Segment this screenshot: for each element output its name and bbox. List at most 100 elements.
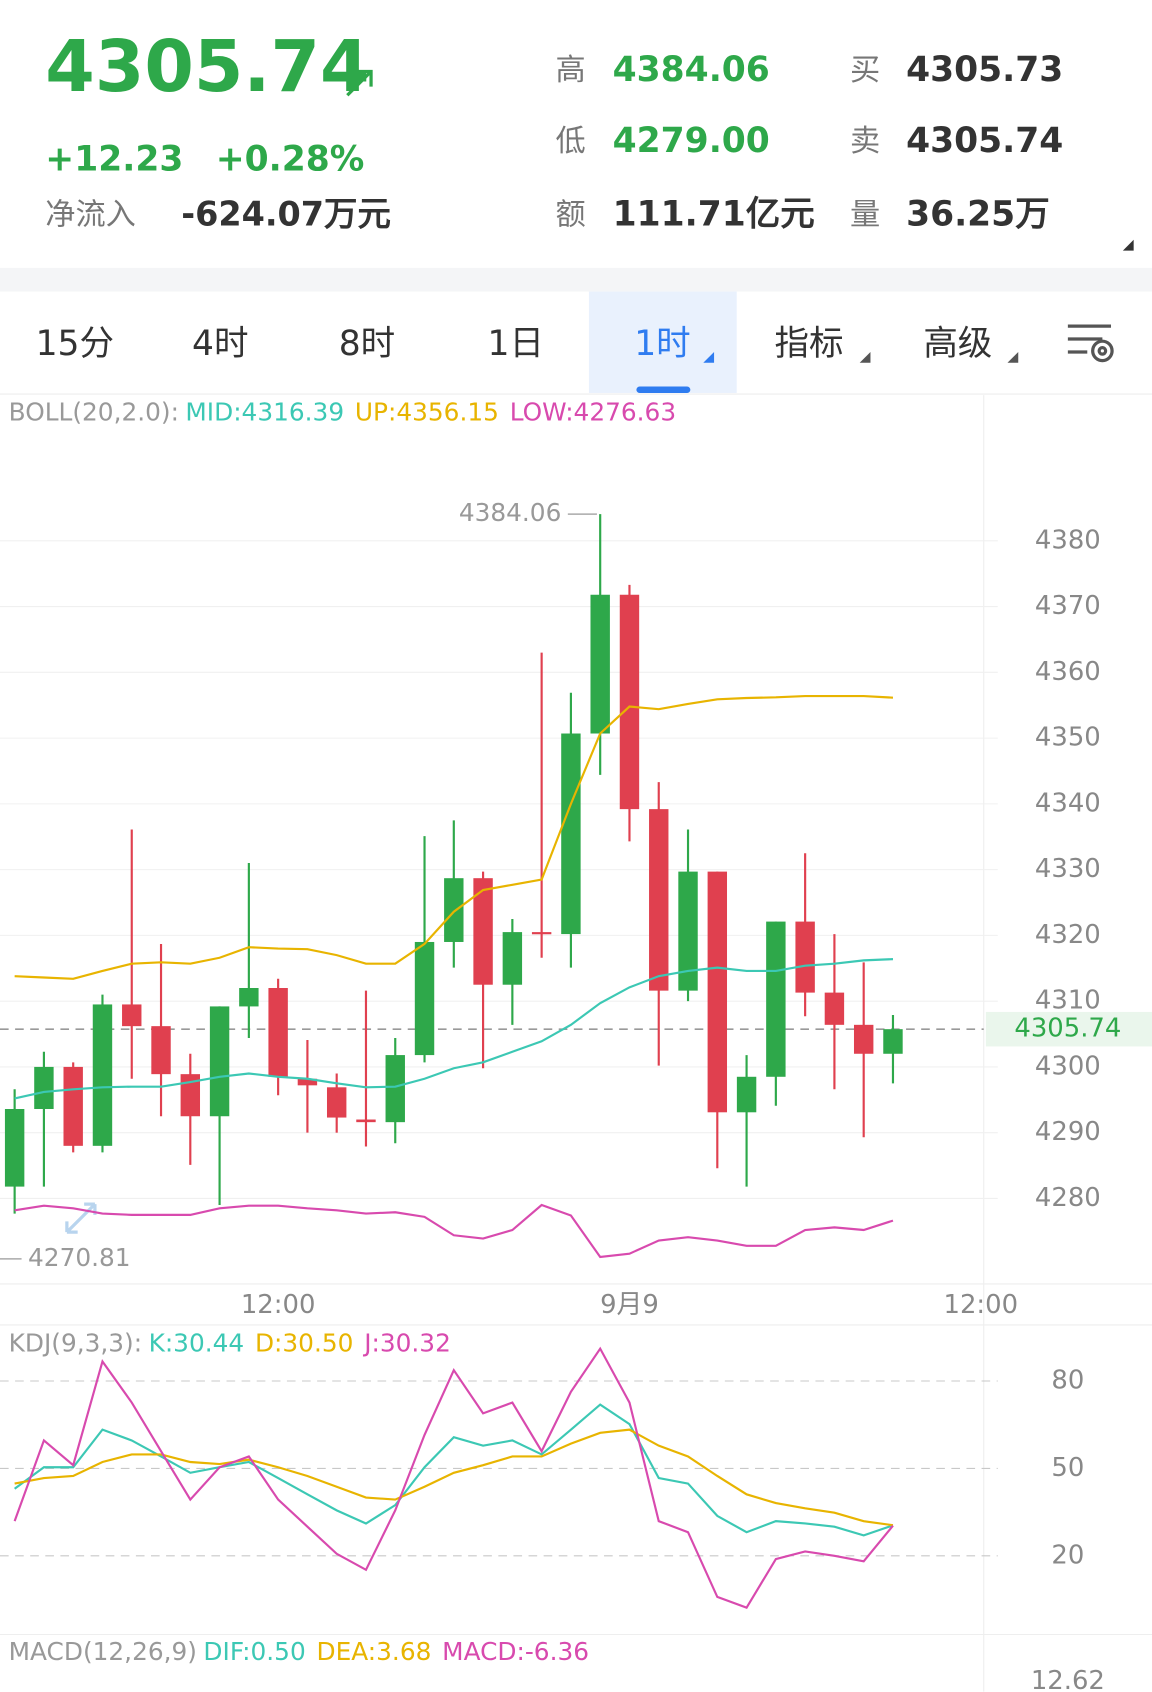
legend-entry: DIF:0.50 [203, 1637, 305, 1666]
indicator-line [14, 1428, 894, 1527]
legend-entry: MID:4316.39 [185, 397, 344, 426]
low-mark-label: 4270.81 [28, 1243, 131, 1272]
candle-body [444, 878, 464, 942]
legend-entry: J:30.32 [362, 1328, 451, 1357]
stat-value: 4279.00 [613, 121, 770, 161]
zoom-icon[interactable] [65, 1202, 97, 1234]
tab[interactable]: 15分 [36, 324, 114, 364]
y-tick-label: 50 [1051, 1453, 1084, 1483]
y-tick-label: 4320 [1035, 920, 1101, 950]
legend-entry: LOW:4276.63 [510, 397, 676, 426]
panel: BOLL(20,2.0): MID:4316.39 UP:4356.15 LOW:42… [0, 397, 1152, 1320]
tab[interactable]: 指标 [774, 324, 843, 364]
stat-label: 买 [850, 53, 880, 88]
y-tick-label: 20 [1051, 1540, 1084, 1570]
tab[interactable]: 8时 [339, 324, 395, 364]
candle-body [824, 992, 845, 1025]
candle-body [590, 594, 610, 734]
candle-body [707, 871, 728, 1113]
legend-entry: K:30.44 [149, 1328, 245, 1357]
stat-value: 4305.74 [906, 121, 1063, 161]
price: 4305.74 [45, 25, 369, 108]
candle-body [795, 921, 815, 993]
panel: KDJ(9,3,3): K:30.44 D:30.50 J:30.32 20 50 80 [0, 1328, 1084, 1610]
indicator-line [14, 958, 894, 1100]
stat-label: 额 [556, 198, 586, 233]
candle-body [209, 1006, 230, 1117]
stat-label: 卖 [850, 124, 880, 159]
x-tick-label: 12:00 [241, 1290, 316, 1320]
legend-entry: MACD:-6.36 [442, 1637, 589, 1666]
x-tick-label: 12:00 [944, 1290, 1019, 1320]
legend: BOLL(20,2.0): MID:4316.39 UP:4356.15 LOW:42… [9, 397, 676, 426]
last-price-box [985, 1011, 1152, 1047]
tab[interactable]: 高级 [923, 324, 992, 364]
candle-body [736, 1076, 757, 1113]
legend-entry: UP:4356.15 [355, 397, 499, 426]
change: +12.23 [45, 140, 183, 180]
legend-title: KDJ(9,3,3): [9, 1328, 142, 1357]
candle-body [766, 921, 786, 1077]
legend-entry: DEA:3.68 [317, 1637, 432, 1666]
stat-label: 高 [556, 53, 586, 88]
settings-icon[interactable] [1067, 324, 1114, 363]
candle-body [4, 1109, 25, 1187]
y-tick-label: 4380 [1035, 525, 1101, 555]
candle-body [531, 932, 552, 935]
y-tick-label: 4330 [1035, 854, 1101, 884]
stat-label: 低 [556, 124, 586, 159]
dropdown-marker [1007, 351, 1019, 363]
quote-header: 4305.74 +12.23 +0.28% 净流入 -624.07万元 高 43… [45, 25, 1134, 251]
candle-body [619, 594, 640, 810]
tab[interactable]: 1日 [488, 324, 544, 364]
legend-title: MACD(12,26,9) [9, 1637, 197, 1666]
candle-body [414, 941, 435, 1056]
candle-body [561, 733, 581, 935]
y-tick-label: 4370 [1035, 591, 1101, 621]
tab-selected-bg [588, 291, 737, 393]
candle-body [473, 878, 493, 985]
tab-bar: 15分 4时 8时 1日 1时 指标 高级 [36, 291, 1114, 393]
tab-indicator [636, 386, 691, 393]
candle-body [678, 871, 698, 991]
candle-body [239, 988, 259, 1007]
expand-corner[interactable] [1122, 239, 1134, 251]
candle-body [649, 809, 669, 991]
candle-body [326, 1087, 347, 1118]
tab[interactable]: 4时 [192, 324, 248, 364]
y-tick-label: 4290 [1035, 1117, 1101, 1147]
y-tick-label: 4300 [1035, 1051, 1101, 1081]
up-arrow [346, 69, 373, 97]
y-tick-label: 4280 [1035, 1183, 1101, 1213]
candle-body [34, 1066, 54, 1110]
divider-band [0, 267, 1152, 292]
stat-value: 4305.73 [906, 50, 1063, 90]
candle-body [180, 1074, 201, 1117]
net-inflow: -624.07万元 [181, 195, 391, 234]
y-tick-label: 4350 [1035, 723, 1101, 753]
stat-value: 36.25万 [906, 195, 1050, 235]
high-mark-label: 4384.06 [459, 498, 562, 527]
net-inflow-label: 净流入 [45, 198, 136, 233]
candle-body [853, 1024, 874, 1054]
legend: MACD(12,26,9) DIF:0.50 DEA:3.68 MACD:-6.36 [9, 1637, 589, 1666]
panel: MACD(12,26,9) DIF:0.50 DEA:3.68 MACD:-6.36 1… [9, 1637, 1105, 1692]
y-tick-label: 4360 [1035, 657, 1101, 687]
candle-body [356, 1119, 376, 1123]
tab[interactable]: 1时 [634, 324, 690, 364]
y-tick-label: 12.62 [1031, 1666, 1105, 1692]
candle-body [151, 1026, 171, 1075]
legend-title: BOLL(20,2.0): [9, 397, 179, 426]
candle-body [297, 1078, 318, 1086]
candle-body [63, 1066, 83, 1146]
candle-body [268, 988, 288, 1077]
candle-body [92, 1004, 113, 1146]
candle-body [883, 1029, 903, 1054]
y-tick-label: 80 [1051, 1365, 1084, 1395]
y-tick-label: 4340 [1035, 788, 1101, 818]
candle-body [502, 932, 523, 985]
stat-value: 4384.06 [613, 50, 770, 90]
stat-label: 量 [850, 198, 880, 233]
legend-entry: D:30.50 [255, 1328, 353, 1357]
